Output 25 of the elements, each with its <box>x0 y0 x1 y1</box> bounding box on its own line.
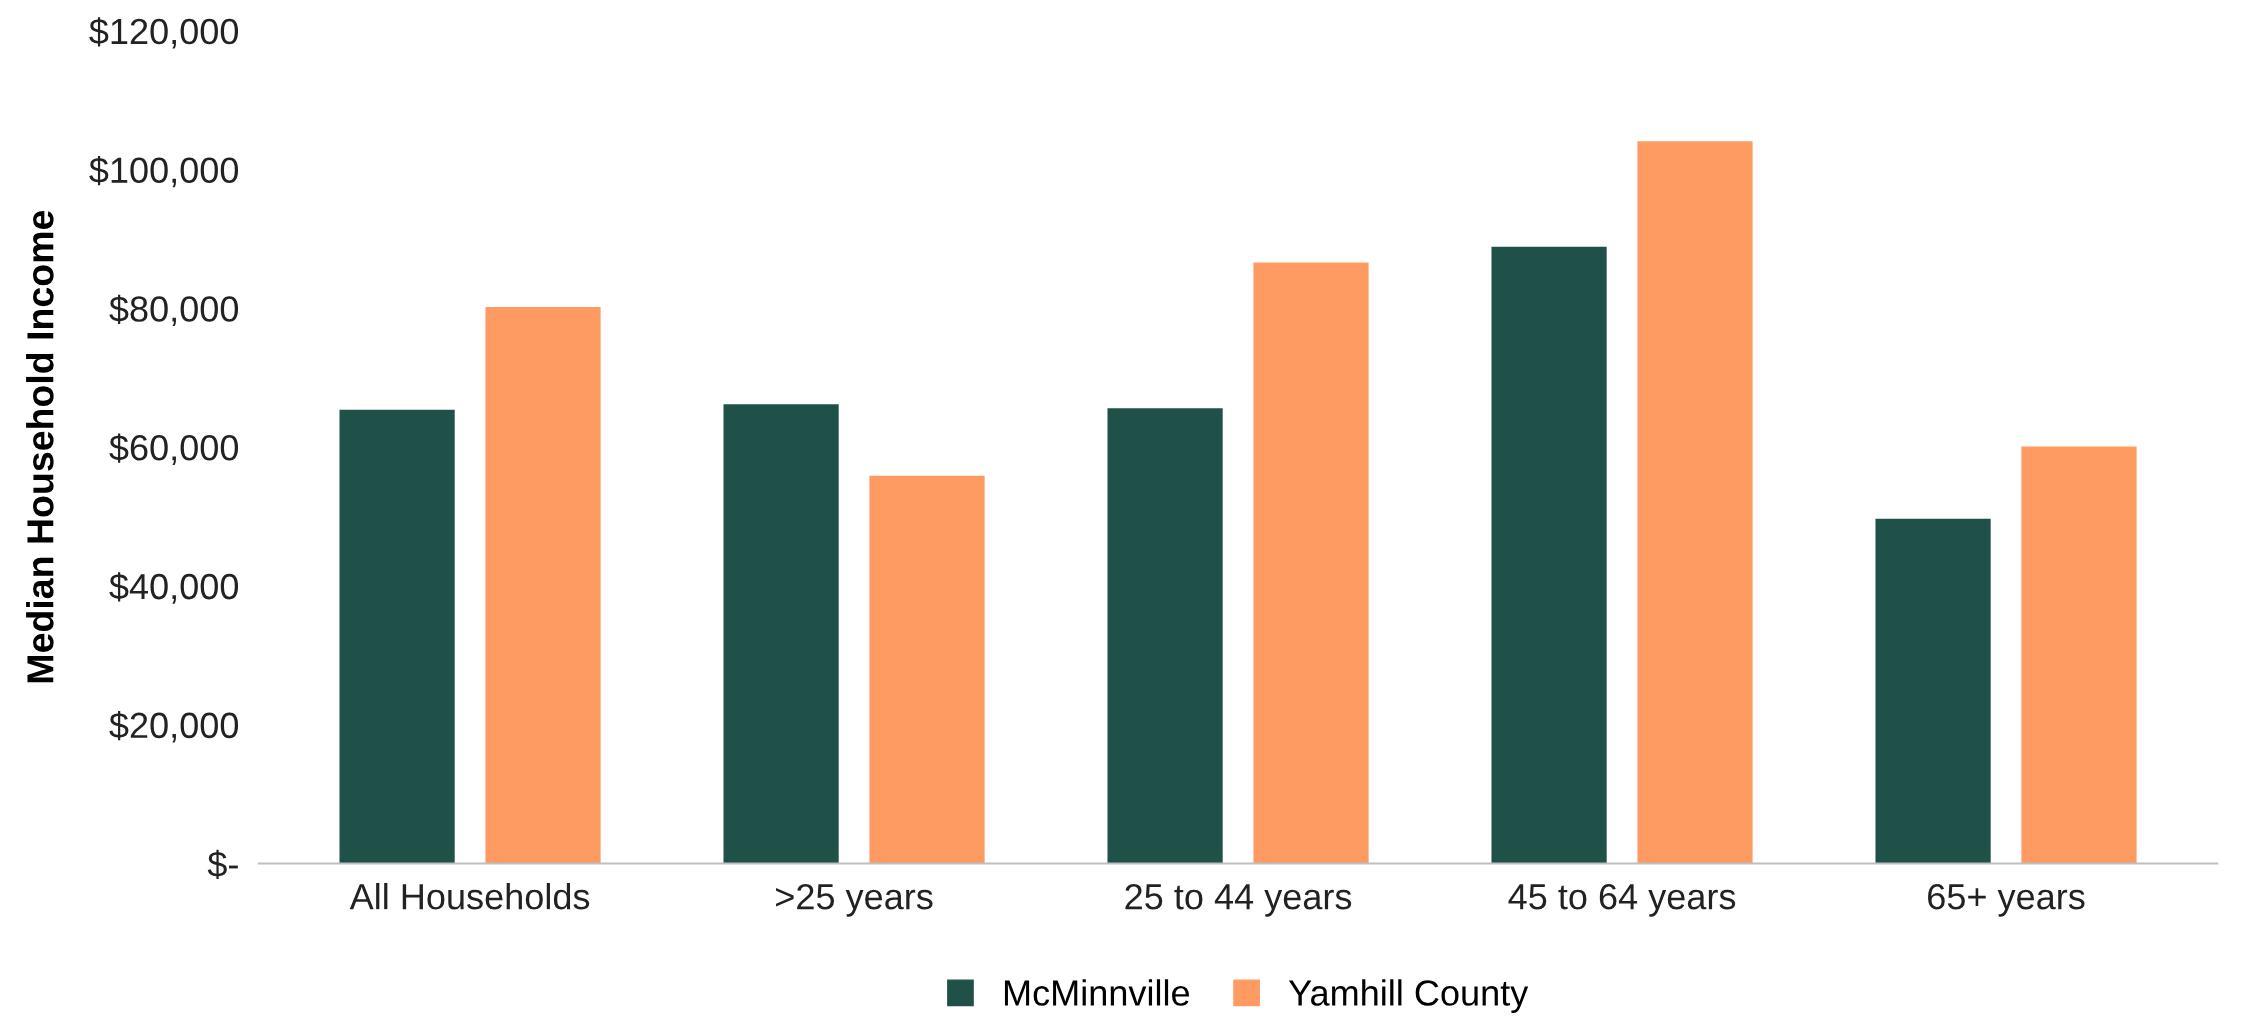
legend-label: McMinnville <box>1004 979 1189 1006</box>
bar <box>723 404 839 864</box>
legend-label: Yamhill County <box>1288 979 1529 1013</box>
x-tick-label: 25 to 44 years <box>1125 883 1352 917</box>
bar <box>485 307 601 864</box>
bar <box>1107 408 1223 864</box>
x-tick-label: All Households <box>349 882 590 910</box>
x-tick-label: 45 to 64 years <box>1508 883 1736 917</box>
bar <box>2021 446 2137 864</box>
bar <box>1253 262 1369 864</box>
y-tick-label: $100,000 <box>89 155 239 188</box>
bar <box>1875 518 1991 864</box>
bar <box>1491 246 1607 864</box>
bar <box>1637 141 1753 864</box>
y-tick-label: $20,000 <box>109 711 239 743</box>
x-tick-label: 65+ years <box>1928 883 2085 917</box>
bar <box>339 409 455 864</box>
bar <box>869 475 985 864</box>
y-tick-label: $- <box>207 849 238 880</box>
y-tick-label: $40,000 <box>109 572 239 604</box>
y-axis-title: Median Household Income <box>26 210 54 683</box>
x-tick-label: >25 years <box>776 883 933 917</box>
y-tick-label: $80,000 <box>109 294 239 327</box>
y-tick-label: $120,000 <box>89 17 239 49</box>
y-tick-label: $60,000 <box>109 433 239 465</box>
